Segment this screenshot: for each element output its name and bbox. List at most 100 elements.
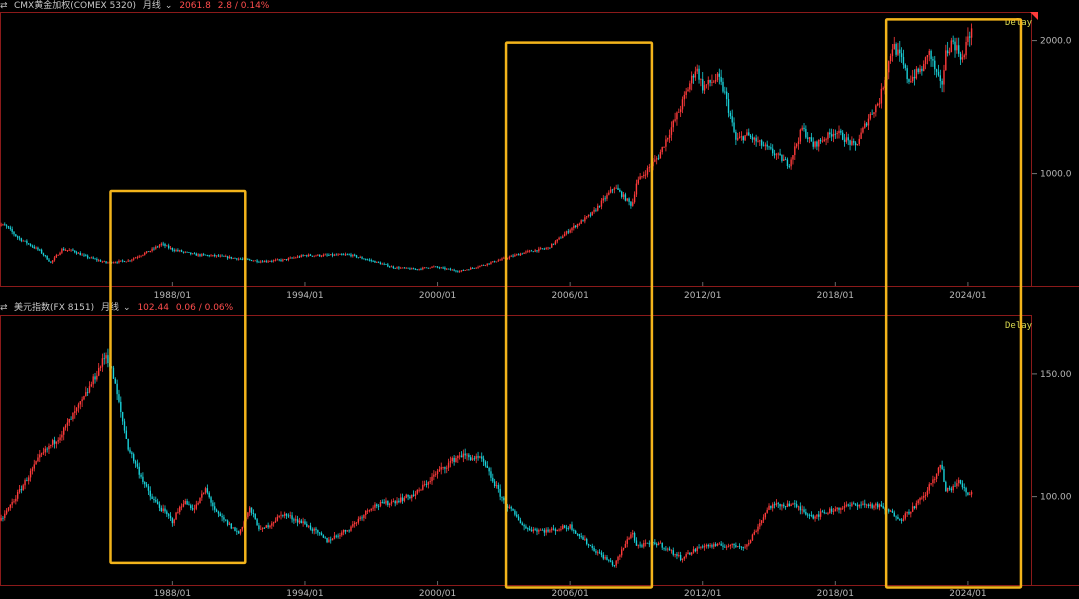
dxy-candle-body — [320, 533, 323, 536]
gold-candle-body — [331, 254, 334, 256]
dxy-candle-body — [5, 510, 8, 514]
gold-candle-body — [105, 261, 107, 263]
dxy-candle-body — [924, 494, 927, 497]
gold-candle-body — [539, 248, 542, 250]
dxy-candles — [0, 348, 973, 568]
dxy-candle-body — [427, 482, 430, 485]
dxy-candle-body — [499, 488, 501, 497]
gold-header: ⇄ CMX黄金加权(COMEX 5320) 月线 ⌄ 2061.8 2.8 / 0.… — [0, 0, 273, 12]
gold-candle-body — [444, 267, 446, 270]
gold-candle-body — [204, 254, 207, 256]
dxy-candle-body — [871, 504, 873, 508]
dxy-candle-body — [237, 531, 240, 534]
gold-candle-body — [298, 256, 301, 258]
dxy-candle-body — [746, 544, 748, 547]
dxy-candle-body — [252, 512, 255, 515]
dxy-candle-body — [865, 504, 868, 506]
dxy-candle-body — [199, 497, 201, 504]
gold-candle-body — [418, 268, 420, 270]
gold-candle-body — [35, 247, 37, 249]
dxy-candle-body — [94, 376, 96, 380]
gold-candle-body — [435, 266, 437, 268]
dxy-candle-body — [626, 539, 628, 544]
dxy-candle-body — [274, 520, 277, 523]
gold-candle-body — [871, 113, 873, 115]
dxy-candle-body — [234, 527, 236, 531]
dxy-candle-body — [646, 542, 649, 544]
gold-candle-body — [348, 254, 350, 256]
dxy-candle-body — [28, 477, 30, 481]
dxy-candle-body — [50, 445, 52, 446]
dxy-candle-body — [770, 505, 772, 509]
dxy-candle-body — [212, 502, 214, 507]
gold-candle-body — [77, 252, 80, 254]
dxy-candle-body — [773, 504, 776, 506]
gold-period[interactable]: 月线 — [142, 1, 161, 11]
gold-candle-body — [786, 159, 789, 166]
dxy-candle-body — [24, 480, 26, 486]
chevron-down-icon[interactable]: ⌄ — [164, 1, 173, 11]
dxy-candle-body — [374, 504, 376, 508]
gold-candle-body — [560, 237, 562, 239]
dxy-candle-body — [825, 512, 827, 514]
gold-candle-body — [816, 141, 818, 147]
gold-candle-body — [169, 247, 172, 249]
gold-candle-body — [661, 147, 663, 153]
dxy-candle-body — [808, 514, 811, 516]
gold-candle-body — [794, 146, 796, 156]
gold-candle-body — [849, 140, 851, 145]
dxy-candle-body — [832, 511, 835, 512]
gold-candle-body — [930, 50, 932, 60]
dxy-candle-body — [668, 548, 671, 551]
dxy-candle-body — [293, 519, 295, 521]
gold-candle-body — [223, 255, 225, 257]
dxy-candle-body — [937, 467, 940, 474]
dxy-candle-body — [322, 535, 325, 538]
chevron-down-icon[interactable]: ⌄ — [123, 303, 131, 313]
gold-candle-body — [315, 255, 317, 257]
gold-candle-body — [313, 255, 315, 257]
dxy-candle-body — [285, 513, 288, 516]
dxy-candle-body — [501, 496, 503, 498]
dxy-candle-body — [919, 497, 921, 501]
dxy-candle-body — [462, 453, 465, 458]
gold-candle-body — [29, 244, 32, 246]
gold-candle-body — [628, 198, 630, 202]
dxy-candle-body — [208, 492, 210, 498]
dxy-candle-body — [230, 523, 232, 529]
gold-candle-body — [256, 260, 258, 262]
gold-candle-body — [696, 68, 698, 72]
gold-candle-body — [591, 211, 593, 216]
gold-candle-body — [851, 141, 853, 145]
link-icon[interactable]: ⇄ — [0, 303, 8, 313]
dxy-candle-body — [120, 401, 122, 413]
gold-candle-body — [827, 132, 829, 140]
gold-candle-body — [107, 262, 109, 264]
dxy-candle-body — [598, 552, 601, 554]
gold-candle-body — [241, 258, 244, 260]
dxy-candle-body — [481, 456, 483, 459]
gold-candle-body — [99, 260, 102, 262]
dxy-candle-body — [433, 474, 435, 477]
dxy-x-tick-label: 2018/01 — [817, 589, 854, 599]
link-icon[interactable]: ⇄ — [0, 1, 8, 11]
dxy-candle-body — [132, 454, 135, 462]
dxy-candle-body — [214, 506, 216, 510]
dxy-candle-body — [131, 452, 133, 455]
dxy-candle-body — [523, 525, 525, 527]
gold-candle-body — [744, 135, 746, 141]
dxy-candle-body — [897, 516, 899, 520]
gold-candle-body — [888, 61, 890, 73]
dxy-candle-body — [593, 547, 595, 552]
gold-candle-body — [523, 252, 525, 254]
gold-candle-body — [724, 91, 726, 93]
gold-candle-body — [608, 192, 610, 195]
dxy-candle-body — [177, 511, 179, 513]
dxy-candle-body — [350, 526, 352, 531]
dxy-candle-body — [57, 440, 59, 442]
gold-candle-body — [342, 254, 345, 256]
dxy-candle-body — [821, 511, 824, 513]
gold-candle-body — [112, 262, 115, 264]
gold-candle-body — [74, 250, 76, 253]
